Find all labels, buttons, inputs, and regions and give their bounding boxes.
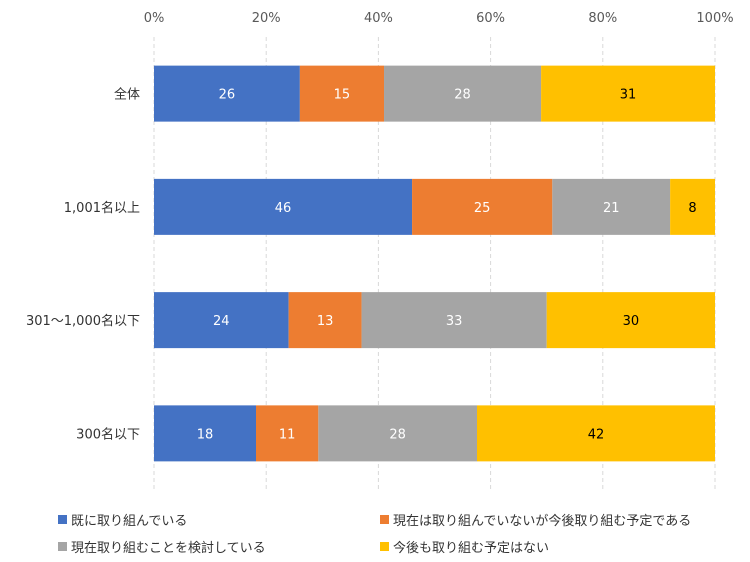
- bar-segment: [546, 292, 715, 349]
- data-label: 18: [197, 427, 214, 442]
- data-label: 42: [588, 427, 605, 442]
- data-label: 33: [446, 314, 463, 329]
- data-label: 15: [334, 88, 351, 103]
- data-label: 11: [279, 427, 296, 442]
- x-tick-label: 80%: [588, 11, 617, 26]
- x-tick-label: 20%: [252, 11, 281, 26]
- legend-label: 現在は取り組んでいないが今後取り組む予定である: [393, 514, 692, 529]
- data-label: 13: [317, 314, 334, 329]
- data-label: 25: [474, 201, 491, 216]
- bar-segment: [318, 405, 477, 462]
- category-label: 300名以下: [76, 426, 140, 442]
- bar-segment: [154, 65, 300, 122]
- data-label: 8: [688, 201, 696, 216]
- data-label: 26: [219, 88, 236, 103]
- bar-segment: [288, 292, 362, 349]
- legend-label: 現在取り組むことを検討している: [71, 541, 266, 556]
- category-label: 301～1,000名以下: [26, 313, 140, 329]
- bar-segment: [670, 178, 715, 235]
- bar-segment: [154, 292, 289, 349]
- legend-item: 現在取り組むことを検討している: [58, 537, 266, 556]
- data-label: 28: [389, 427, 406, 442]
- legend-item: 既に取り組んでいる: [58, 510, 187, 529]
- x-tick-label: 40%: [364, 11, 393, 26]
- bar-segment: [299, 65, 385, 122]
- bar-segment: [256, 405, 319, 462]
- bar-segment: [384, 65, 542, 122]
- x-tick-label: 100%: [696, 11, 733, 26]
- bar-segment: [412, 178, 553, 235]
- legend-item: 今後も取り組む予定はない: [380, 537, 549, 556]
- bar-segment: [477, 405, 715, 462]
- x-tick-label: 0%: [144, 11, 165, 26]
- legend-swatch: [380, 515, 389, 524]
- legend-swatch: [58, 515, 67, 524]
- bar-segment: [361, 292, 547, 349]
- legend-item: 現在は取り組んでいないが今後取り組む予定である: [380, 510, 691, 529]
- data-label: 28: [454, 88, 471, 103]
- data-label: 31: [620, 88, 637, 103]
- legend-label: 既に取り組んでいる: [71, 514, 188, 529]
- legend-swatch: [380, 542, 389, 551]
- data-label: 21: [603, 201, 620, 216]
- data-label: 30: [623, 314, 640, 329]
- legend-label: 今後も取り組む予定はない: [393, 541, 550, 556]
- bar-segment: [541, 65, 715, 122]
- data-label: 24: [213, 314, 230, 329]
- data-label: 46: [275, 201, 292, 216]
- x-tick-label: 60%: [476, 11, 505, 26]
- category-label: 全体: [114, 87, 140, 103]
- legend-swatch: [58, 542, 67, 551]
- bar-segment: [154, 405, 256, 462]
- bar-segment: [154, 178, 413, 235]
- bar-segment: [552, 178, 671, 235]
- category-label: 1,001名以上: [64, 200, 140, 216]
